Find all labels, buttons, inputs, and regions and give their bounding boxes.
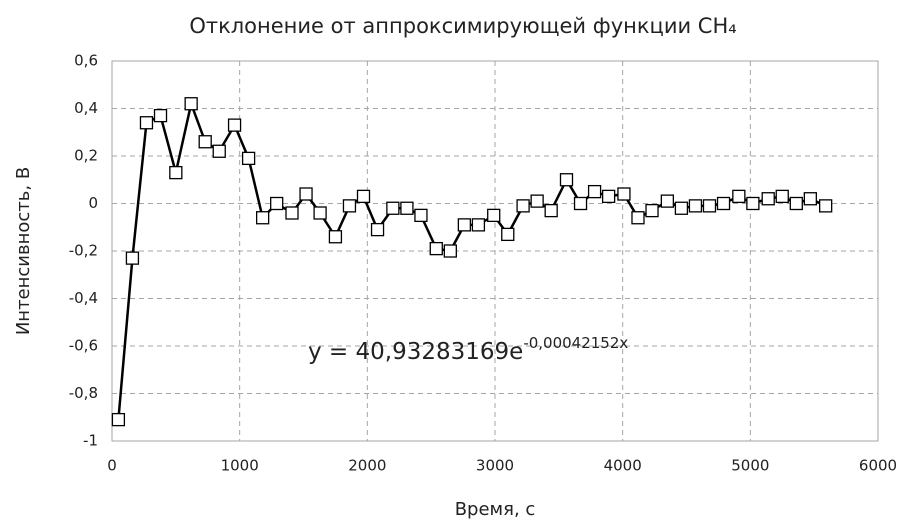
data-point [573, 196, 588, 211]
data-point [775, 189, 789, 204]
data-point [501, 227, 515, 242]
data-point [443, 244, 457, 258]
x-tick-label: 4000 [604, 457, 642, 475]
plot-border [111, 60, 879, 442]
data-point [746, 196, 760, 211]
y-tick-label: 0,2 [74, 147, 98, 165]
data-point [270, 196, 284, 211]
data-point [139, 116, 154, 130]
data-point [674, 201, 689, 215]
y-tick-label: -0,4 [69, 289, 98, 307]
x-tick-label: 0 [107, 457, 117, 475]
data-point [702, 199, 717, 213]
data-point [429, 241, 443, 256]
data-point [169, 165, 183, 180]
y-axis-title: Интенсивность, В [13, 167, 34, 335]
data-point [184, 97, 198, 111]
x-axis-title: Время, с [455, 499, 536, 520]
data-point [227, 118, 242, 132]
x-tick-label: 5000 [731, 457, 769, 475]
data-point [761, 192, 775, 206]
data-point [313, 206, 327, 220]
data-point [601, 189, 616, 204]
data-point [645, 203, 659, 218]
y-tick-label: 0,6 [74, 52, 98, 70]
y-tick-label: -0,2 [69, 242, 98, 260]
data-point [487, 208, 501, 223]
data-point [716, 196, 731, 211]
data-point [819, 199, 833, 213]
data-point [370, 222, 385, 237]
data-point [241, 151, 256, 166]
data-point [328, 230, 343, 244]
data-point [688, 199, 703, 213]
data-point [732, 189, 746, 204]
data-point [803, 192, 817, 206]
series [111, 97, 833, 427]
data-point [386, 201, 400, 215]
data-point [617, 187, 631, 201]
data-point [471, 218, 486, 232]
x-tick-label: 2000 [348, 457, 386, 475]
data-point [153, 108, 168, 123]
data-point [530, 194, 544, 208]
data-point [299, 187, 313, 201]
annotation-exponent: -0,00042152x [523, 334, 628, 352]
data-point [198, 135, 212, 149]
data-point [559, 173, 574, 187]
x-tick-label: 6000 [859, 457, 897, 475]
x-tick-label: 1000 [221, 457, 259, 475]
data-point [111, 412, 126, 427]
y-tick-label: -0,6 [69, 337, 98, 355]
chart-title: Отклонение от аппроксимирующей функции C… [189, 14, 736, 38]
data-point [414, 208, 428, 223]
data-point [544, 203, 558, 218]
data-point [631, 211, 645, 225]
y-tick-label: -0,8 [69, 384, 98, 402]
x-tick-label: 3000 [476, 457, 514, 475]
data-point [789, 196, 803, 211]
data-point [342, 199, 357, 213]
data-point [285, 206, 299, 220]
annotation: y = 40,93283169e-0,00042152x [308, 334, 628, 365]
y-tick-label: 0,4 [74, 99, 98, 117]
data-point [400, 201, 414, 215]
y-tick-label: -1 [83, 432, 98, 450]
y-tick-label: 0 [88, 194, 98, 212]
annotation-text: y = 40,93283169e [308, 339, 523, 365]
data-point [660, 194, 674, 208]
data-point [516, 199, 530, 213]
data-point [255, 211, 270, 225]
data-point [212, 144, 226, 158]
data-point [125, 251, 140, 265]
data-point [457, 218, 472, 232]
data-point [356, 189, 371, 204]
data-point [587, 184, 602, 199]
